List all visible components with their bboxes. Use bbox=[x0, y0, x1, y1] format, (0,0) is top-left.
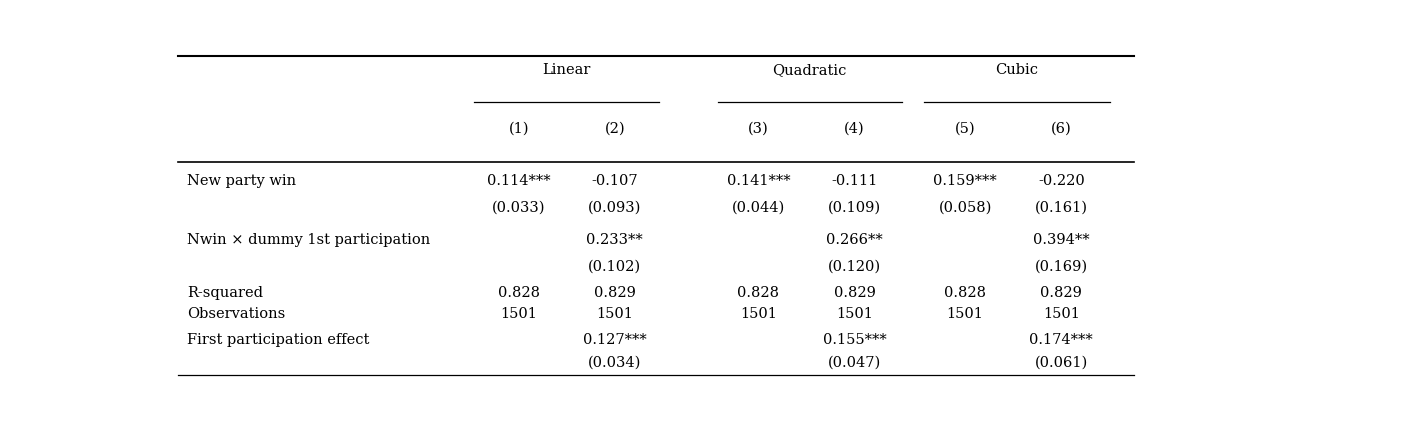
Text: 0.127***: 0.127*** bbox=[583, 333, 646, 347]
Text: 0.828: 0.828 bbox=[737, 286, 780, 300]
Text: Cubic: Cubic bbox=[995, 63, 1038, 77]
Text: First participation effect: First participation effect bbox=[187, 333, 369, 347]
Text: (0.061): (0.061) bbox=[1035, 356, 1088, 370]
Text: 0.829: 0.829 bbox=[1041, 286, 1082, 300]
Text: 0.114***: 0.114*** bbox=[486, 174, 550, 188]
Text: Nwin × dummy 1st participation: Nwin × dummy 1st participation bbox=[187, 233, 431, 247]
Text: 0.828: 0.828 bbox=[944, 286, 987, 300]
Text: Observations: Observations bbox=[187, 307, 285, 321]
Text: 0.394**: 0.394** bbox=[1032, 233, 1089, 247]
Text: 0.155***: 0.155*** bbox=[823, 333, 887, 347]
Text: (0.109): (0.109) bbox=[829, 201, 881, 215]
Text: -0.220: -0.220 bbox=[1038, 174, 1085, 188]
Text: 0.233**: 0.233** bbox=[586, 233, 643, 247]
Text: Linear: Linear bbox=[542, 63, 590, 77]
Text: New party win: New party win bbox=[187, 174, 297, 188]
Text: (0.093): (0.093) bbox=[588, 201, 642, 215]
Text: (4): (4) bbox=[844, 122, 866, 136]
Text: (0.047): (0.047) bbox=[829, 356, 881, 370]
Text: 1501: 1501 bbox=[836, 307, 873, 321]
Text: R-squared: R-squared bbox=[187, 286, 262, 300]
Text: 1501: 1501 bbox=[596, 307, 633, 321]
Text: 0.159***: 0.159*** bbox=[933, 174, 997, 188]
Text: 0.266**: 0.266** bbox=[826, 233, 883, 247]
Text: -0.107: -0.107 bbox=[592, 174, 637, 188]
Text: 0.141***: 0.141*** bbox=[727, 174, 790, 188]
Text: 0.829: 0.829 bbox=[834, 286, 876, 300]
Text: (0.120): (0.120) bbox=[829, 260, 881, 274]
Text: (0.033): (0.033) bbox=[492, 201, 545, 215]
Text: (0.161): (0.161) bbox=[1035, 201, 1088, 215]
Text: 1501: 1501 bbox=[1042, 307, 1079, 321]
Text: (2): (2) bbox=[605, 122, 625, 136]
Text: (0.169): (0.169) bbox=[1035, 260, 1088, 274]
Text: 1501: 1501 bbox=[740, 307, 777, 321]
Text: -0.111: -0.111 bbox=[831, 174, 878, 188]
Text: 0.829: 0.829 bbox=[593, 286, 636, 300]
Text: Quadratic: Quadratic bbox=[771, 63, 847, 77]
Text: (0.058): (0.058) bbox=[938, 201, 992, 215]
Text: 0.174***: 0.174*** bbox=[1030, 333, 1094, 347]
Text: 1501: 1501 bbox=[501, 307, 538, 321]
Text: (3): (3) bbox=[749, 122, 769, 136]
Text: 0.828: 0.828 bbox=[498, 286, 539, 300]
Text: 1501: 1501 bbox=[947, 307, 984, 321]
Text: (0.034): (0.034) bbox=[588, 356, 642, 370]
Text: (6): (6) bbox=[1051, 122, 1072, 136]
Text: (0.044): (0.044) bbox=[732, 201, 786, 215]
Text: (1): (1) bbox=[509, 122, 529, 136]
Text: (0.102): (0.102) bbox=[588, 260, 642, 274]
Text: (5): (5) bbox=[955, 122, 975, 136]
